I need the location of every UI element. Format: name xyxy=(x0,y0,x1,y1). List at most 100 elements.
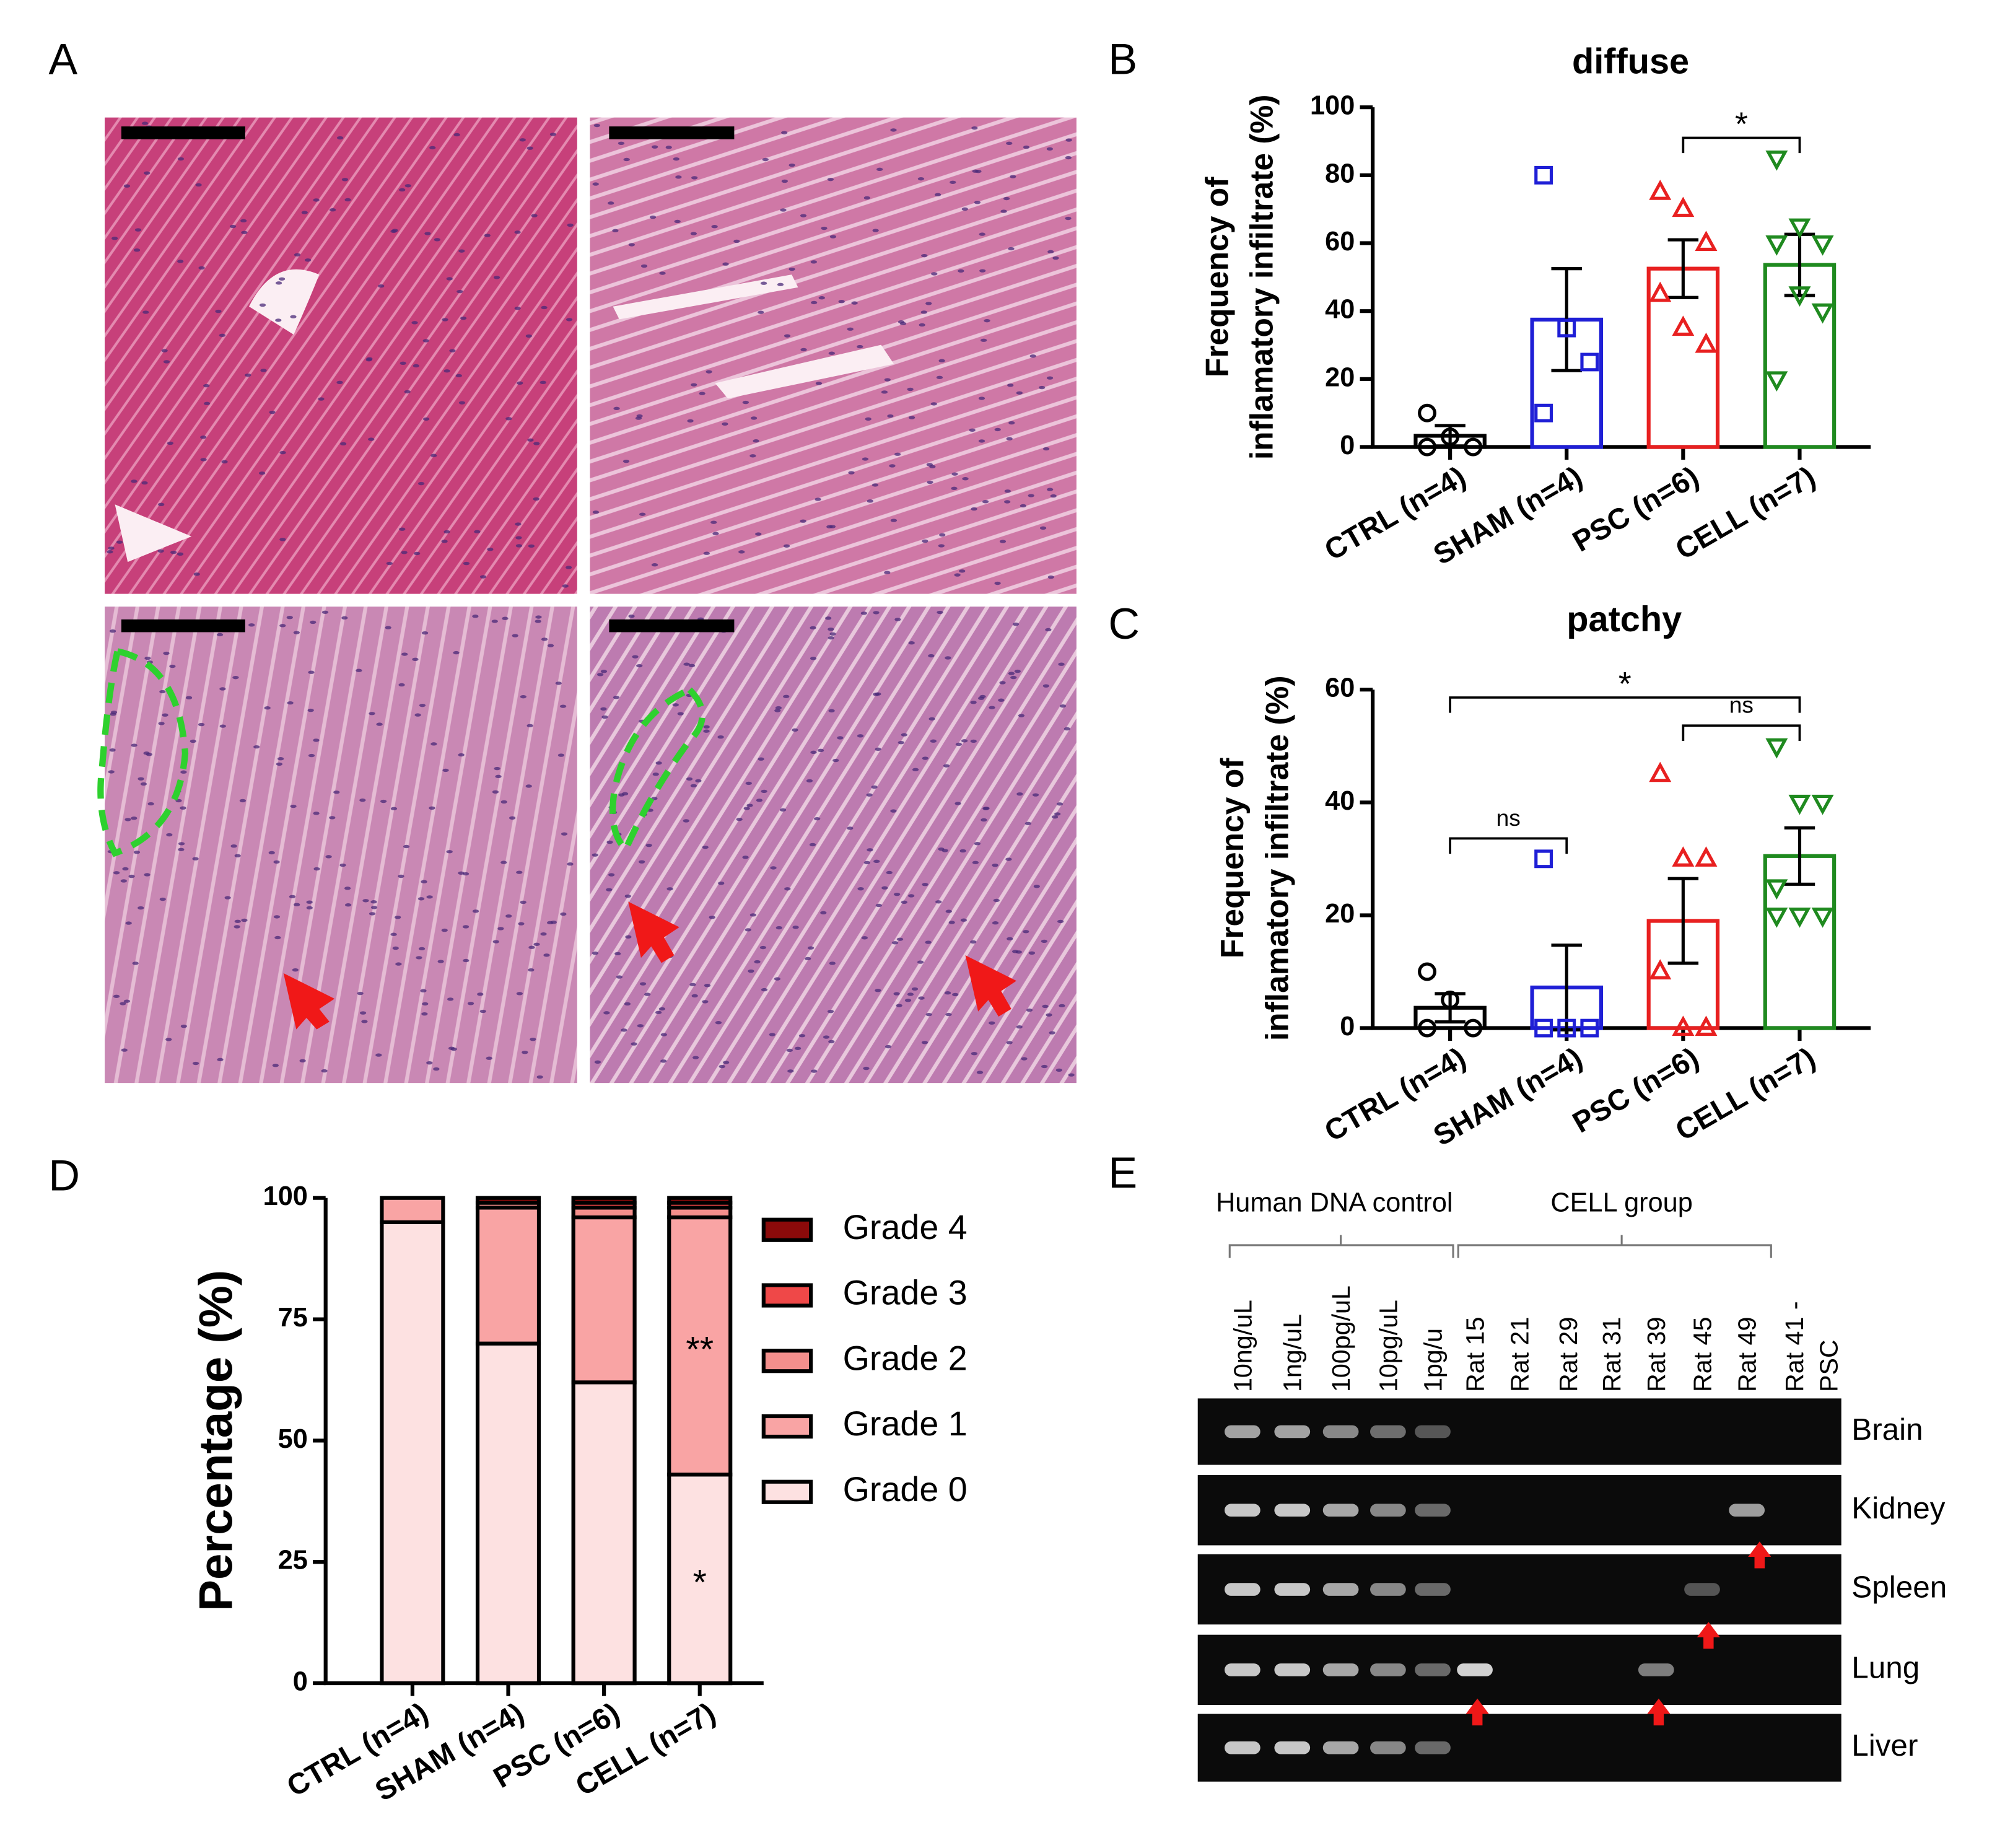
nucleus xyxy=(120,1002,126,1005)
nucleus xyxy=(131,480,138,483)
nucleus xyxy=(659,271,666,275)
nucleus xyxy=(380,799,387,804)
data-point xyxy=(1695,332,1718,353)
nucleus xyxy=(886,870,893,875)
y-axis-label: inflamatory infiltrate (%) xyxy=(1244,95,1280,460)
nucleus xyxy=(344,903,352,907)
nucleus xyxy=(742,400,749,405)
nucleus xyxy=(289,895,296,899)
nucleus xyxy=(748,969,754,973)
data-point xyxy=(1649,180,1672,200)
nucleus xyxy=(704,984,711,987)
nucleus xyxy=(1010,675,1017,680)
lane-label: Rat 31 xyxy=(1597,1317,1626,1392)
nucleus xyxy=(535,620,541,623)
nucleus xyxy=(828,636,834,640)
nucleus xyxy=(937,610,943,615)
nucleus xyxy=(527,438,534,442)
nucleus xyxy=(1004,500,1011,504)
nucleus xyxy=(339,442,347,446)
nucleus xyxy=(520,694,526,699)
nucleus xyxy=(798,1034,806,1038)
nucleus xyxy=(180,1024,188,1028)
nucleus xyxy=(945,1012,952,1017)
nucleus xyxy=(703,551,710,555)
significance-bracket xyxy=(1449,696,1801,713)
nucleus xyxy=(980,338,987,342)
nucleus xyxy=(674,219,681,224)
nucleus xyxy=(948,921,955,924)
nucleus xyxy=(274,935,281,940)
nucleus xyxy=(198,722,205,727)
nucleus xyxy=(640,264,648,268)
nucleus xyxy=(1042,447,1050,451)
data-point xyxy=(1580,1018,1599,1038)
data-point xyxy=(1765,235,1788,256)
nucleus xyxy=(356,668,362,672)
nucleus xyxy=(954,573,961,577)
bar-segment xyxy=(380,1220,445,1686)
nucleus xyxy=(131,817,138,820)
data-point xyxy=(1788,794,1811,815)
nucleus xyxy=(287,701,294,705)
nucleus xyxy=(848,471,855,475)
nucleus xyxy=(672,703,679,707)
nucleus xyxy=(960,918,968,922)
nucleus xyxy=(890,809,897,813)
nucleus xyxy=(761,987,768,992)
nucleus xyxy=(264,706,271,710)
band xyxy=(1370,1663,1406,1676)
nucleus xyxy=(601,715,608,719)
band xyxy=(1274,1504,1311,1517)
nucleus xyxy=(800,519,806,523)
nucleus xyxy=(784,334,791,338)
lane-label: 10ng/uL xyxy=(1228,1300,1257,1392)
nucleus xyxy=(894,452,901,456)
nucleus xyxy=(1052,256,1059,260)
nucleus xyxy=(487,548,494,551)
nucleus xyxy=(495,774,502,779)
nucleus xyxy=(827,1009,834,1014)
nucleus xyxy=(925,1012,932,1017)
nucleus xyxy=(695,779,702,783)
bar-segment xyxy=(571,1215,637,1385)
nucleus xyxy=(690,784,697,787)
nucleus xyxy=(157,549,164,553)
tissue-label: Kidney xyxy=(1851,1491,1946,1525)
nucleus xyxy=(321,610,329,614)
group-label: CELL group xyxy=(1550,1188,1692,1217)
nucleus xyxy=(502,616,509,620)
nucleus xyxy=(294,253,301,256)
nucleus xyxy=(370,906,378,909)
nucleus xyxy=(122,867,129,871)
nucleus xyxy=(787,1069,794,1073)
nucleus xyxy=(536,1075,543,1079)
nucleus xyxy=(292,968,299,972)
nucleus xyxy=(639,512,646,516)
nucleus xyxy=(687,419,694,423)
y-tick-label: 20 xyxy=(1325,899,1355,929)
tissue-label: Liver xyxy=(1851,1728,1918,1763)
nucleus xyxy=(138,906,144,910)
nucleus xyxy=(525,334,532,338)
nucleus xyxy=(198,266,205,270)
nucleus xyxy=(644,992,651,996)
nucleus xyxy=(655,1010,662,1014)
nucleus xyxy=(562,584,569,588)
nucleus xyxy=(930,739,937,743)
nucleus xyxy=(420,989,427,992)
nucleus xyxy=(921,253,928,258)
nucleus xyxy=(308,670,315,674)
data-point xyxy=(1672,315,1695,336)
nucleus xyxy=(828,709,835,712)
nucleus xyxy=(299,1059,306,1062)
nucleus xyxy=(917,960,924,964)
nucleus xyxy=(686,777,693,781)
nucleus xyxy=(134,228,142,232)
nucleus xyxy=(959,569,966,573)
nucleus xyxy=(919,323,925,327)
y-tick-label: 60 xyxy=(1325,673,1355,703)
lane-label: Rat 21 xyxy=(1506,1317,1534,1392)
band xyxy=(1274,1741,1311,1754)
